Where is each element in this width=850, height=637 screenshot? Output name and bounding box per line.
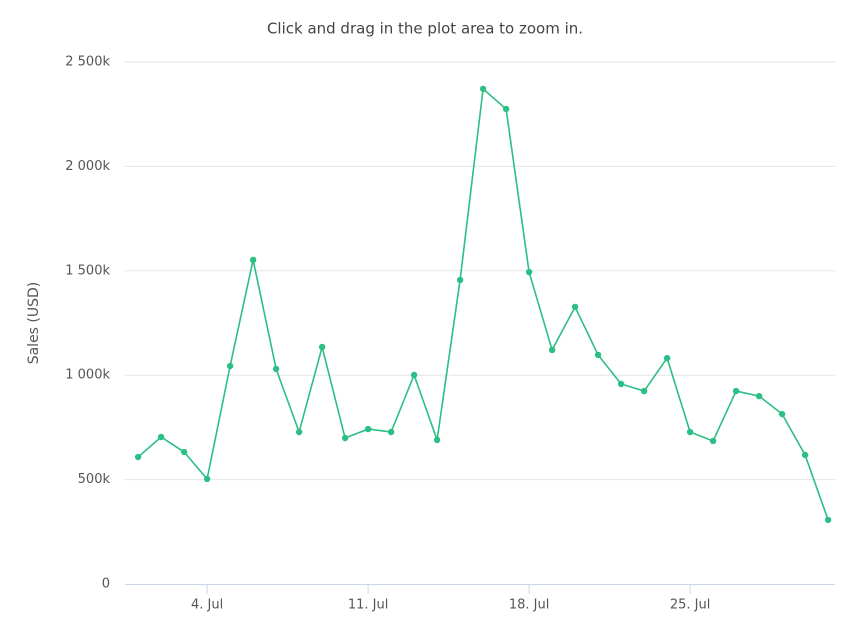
point bbox=[548, 346, 556, 354]
series-line bbox=[137, 87, 829, 521]
y-tick-label: 2 000k bbox=[65, 159, 110, 174]
y-tick-label: 1 000k bbox=[65, 368, 110, 383]
y-tick-label: 0 bbox=[102, 577, 110, 592]
point bbox=[778, 410, 786, 418]
point bbox=[226, 362, 234, 370]
point bbox=[640, 387, 648, 395]
point bbox=[387, 428, 395, 436]
y-tick-label: 2 500k bbox=[65, 55, 110, 70]
x-tick-label: 11. Jul bbox=[348, 598, 389, 613]
point bbox=[410, 371, 418, 379]
point bbox=[755, 392, 763, 400]
point bbox=[709, 437, 717, 445]
point bbox=[824, 516, 832, 524]
point bbox=[801, 451, 809, 459]
chart-subtitle: Click and drag in the plot area to zoom … bbox=[267, 20, 583, 38]
y-tick-label: 500k bbox=[78, 472, 111, 487]
point bbox=[502, 105, 510, 113]
point bbox=[732, 387, 740, 395]
point bbox=[433, 436, 441, 444]
x-tick-label: 25. Jul bbox=[670, 598, 711, 613]
x-tick-label: 4. Jul bbox=[191, 598, 223, 613]
point bbox=[571, 303, 579, 311]
point bbox=[134, 453, 142, 461]
point bbox=[318, 343, 326, 351]
point bbox=[157, 433, 165, 441]
point bbox=[341, 434, 349, 442]
x-tick-label: 18. Jul bbox=[509, 598, 550, 613]
point bbox=[249, 256, 257, 264]
point bbox=[203, 475, 211, 483]
point bbox=[594, 351, 602, 359]
point bbox=[272, 365, 280, 373]
point bbox=[479, 85, 487, 93]
y-tick-label: 1 500k bbox=[65, 263, 110, 278]
point bbox=[180, 448, 188, 456]
point bbox=[364, 425, 372, 433]
point bbox=[686, 428, 694, 436]
point bbox=[663, 354, 671, 362]
point bbox=[295, 428, 303, 436]
point bbox=[617, 380, 625, 388]
point bbox=[456, 276, 464, 284]
y-axis-title: Sales (USD) bbox=[26, 282, 42, 365]
point bbox=[525, 268, 533, 276]
